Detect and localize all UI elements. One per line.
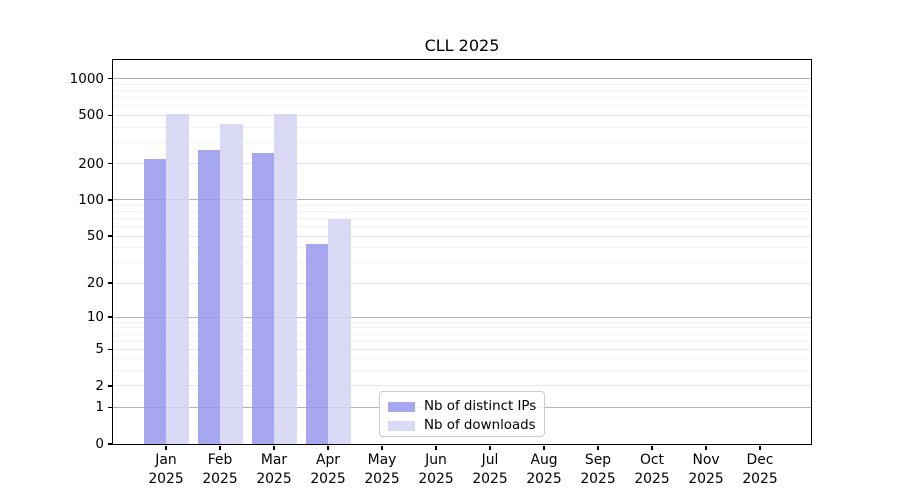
bar-downloads-feb: [220, 124, 243, 444]
y-tick-mark-1: [108, 406, 112, 409]
plot-area: [112, 59, 812, 445]
gridline-40: [113, 247, 811, 249]
y-tick-mark-10: [108, 316, 112, 318]
gridline-3: [113, 370, 811, 372]
x-tick-label-jul: Jul 2025: [472, 452, 508, 487]
y-tick-mark-0: [108, 443, 112, 445]
gridline-6: [113, 340, 811, 342]
x-tick-label-feb: Feb 2025: [202, 452, 238, 487]
gridline-50: [113, 235, 811, 237]
gridline-400: [113, 126, 811, 128]
gridline-20: [113, 282, 811, 284]
gridline-60: [113, 226, 811, 228]
y-tick-label-20: 20: [86, 275, 104, 292]
x-tick-label-aug: Aug 2025: [526, 452, 562, 487]
gridline-1000: [113, 78, 811, 80]
bar-downloads-apr: [328, 219, 351, 444]
gridline-700: [113, 97, 811, 99]
gridline-900: [113, 83, 811, 85]
legend: Nb of distinct IPs Nb of downloads: [379, 391, 545, 437]
x-tick-mark-apr: [327, 445, 329, 450]
legend-label-downloads: Nb of downloads: [424, 418, 536, 433]
x-tick-label-dec: Dec 2025: [742, 452, 778, 487]
y-tick-label-5: 5: [95, 341, 104, 358]
bar-ips-apr: [305, 243, 328, 444]
gridline-5: [113, 348, 811, 350]
bar-downloads-mar: [274, 114, 297, 444]
x-tick-mark-dec: [759, 445, 761, 450]
x-tick-mark-nov: [705, 445, 707, 450]
x-tick-label-may: May 2025: [364, 452, 400, 487]
y-tick-mark-5: [108, 348, 112, 350]
x-tick-mark-feb: [219, 445, 221, 450]
x-tick-label-nov: Nov 2025: [688, 452, 724, 487]
x-tick-mark-jun: [435, 445, 437, 450]
y-tick-label-10: 10: [86, 309, 104, 326]
gridline-2: [113, 385, 811, 387]
y-tick-label-0: 0: [95, 436, 104, 452]
x-tick-label-jun: Jun 2025: [418, 452, 454, 487]
bar-ips-feb: [197, 150, 220, 444]
legend-label-distinct-ips: Nb of distinct IPs: [424, 399, 537, 414]
gridline-70: [113, 218, 811, 220]
gridline-90: [113, 204, 811, 206]
x-tick-label-sep: Sep 2025: [580, 452, 616, 487]
chart-title: CLL 2025: [424, 36, 500, 55]
x-tick-label-jan: Jan 2025: [148, 452, 184, 487]
gridline-600: [113, 105, 811, 107]
gridline-10: [113, 316, 811, 318]
gridline-30: [113, 261, 811, 263]
y-tick-label-200: 200: [78, 155, 104, 172]
legend-item-downloads: Nb of downloads: [388, 416, 536, 435]
gridline-300: [113, 141, 811, 143]
x-tick-mark-jul: [489, 445, 491, 450]
gridline-800: [113, 89, 811, 91]
y-tick-label-2: 2: [95, 377, 104, 394]
y-tick-mark-100: [108, 199, 112, 201]
legend-item-distinct-ips: Nb of distinct IPs: [388, 397, 536, 416]
y-tick-label-500: 500: [78, 107, 104, 124]
legend-swatch-distinct-ips: [388, 401, 415, 412]
y-tick-label-50: 50: [86, 228, 104, 245]
gridline-100: [113, 199, 811, 201]
bar-downloads-jan: [166, 113, 189, 444]
y-tick-mark-200: [108, 162, 112, 165]
y-tick-label-1000: 1000: [69, 70, 104, 87]
y-tick-mark-2: [108, 385, 112, 387]
y-tick-label-100: 100: [78, 191, 104, 208]
gridline-4: [113, 358, 811, 360]
x-tick-mark-sep: [597, 445, 599, 450]
x-tick-label-apr: Apr 2025: [310, 452, 346, 487]
x-tick-mark-oct: [651, 445, 653, 450]
y-tick-label-1: 1: [95, 399, 104, 416]
gridline-80: [113, 211, 811, 213]
gridline-9: [113, 321, 811, 323]
bar-ips-jan: [143, 158, 166, 444]
x-tick-mark-mar: [273, 445, 275, 450]
x-tick-label-oct: Oct 2025: [634, 452, 670, 487]
gridline-500: [113, 114, 811, 116]
gridline-7: [113, 333, 811, 335]
y-tick-mark-20: [108, 282, 112, 284]
x-tick-mark-jan: [165, 445, 167, 450]
gridline-200: [113, 163, 811, 165]
legend-swatch-downloads: [388, 420, 415, 431]
y-tick-mark-500: [108, 114, 112, 117]
x-tick-mark-aug: [543, 445, 545, 450]
gridline-8: [113, 327, 811, 329]
x-tick-mark-may: [381, 445, 383, 450]
bar-ips-mar: [251, 152, 274, 444]
x-tick-label-mar: Mar 2025: [256, 452, 292, 487]
y-tick-mark-1000: [108, 77, 112, 80]
y-tick-mark-50: [108, 235, 112, 237]
